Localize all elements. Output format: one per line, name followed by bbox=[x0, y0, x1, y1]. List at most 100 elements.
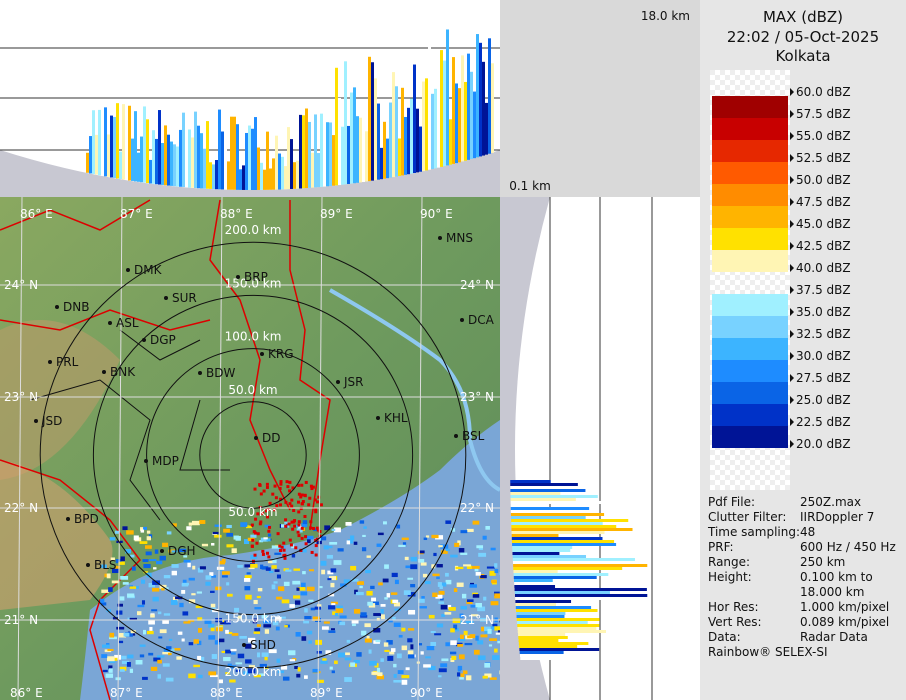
echo-cell bbox=[152, 587, 160, 592]
echo-cell bbox=[214, 524, 222, 527]
profile-column bbox=[215, 160, 218, 190]
echo-cell bbox=[392, 616, 396, 620]
echo-cell bbox=[117, 603, 123, 607]
echo-cell bbox=[235, 662, 243, 665]
echo-cell bbox=[110, 557, 115, 561]
profile-column bbox=[398, 138, 401, 176]
legend-label: 25.0 dBZ bbox=[796, 393, 851, 407]
echo-cell bbox=[301, 500, 305, 504]
echo-cell bbox=[293, 595, 301, 599]
echo-cell bbox=[330, 568, 337, 573]
echo-cell bbox=[139, 654, 145, 658]
profile-column bbox=[125, 121, 128, 180]
echo-cell bbox=[397, 670, 404, 674]
profile-column bbox=[407, 107, 410, 175]
city-dot bbox=[164, 296, 168, 300]
echo-cell bbox=[235, 669, 240, 672]
echo-cell bbox=[418, 643, 423, 646]
echo-cell bbox=[260, 537, 268, 542]
echo-cell bbox=[444, 612, 452, 615]
echo-cell bbox=[120, 575, 129, 580]
legend-arrow bbox=[790, 242, 794, 250]
echo-cell bbox=[170, 600, 178, 605]
map-labels: 86° E 86° E 87° E 87° E 88° E 88° E 89° E 89° E… bbox=[4, 207, 495, 700]
echo-cell bbox=[154, 549, 159, 554]
profile-column bbox=[212, 164, 215, 190]
profile-column bbox=[104, 107, 107, 177]
echo-cell bbox=[317, 604, 322, 608]
echo-cell bbox=[135, 585, 139, 589]
echo-cell bbox=[343, 579, 350, 584]
echo-cell bbox=[393, 673, 397, 678]
echo-cell bbox=[266, 515, 270, 519]
echo-cell bbox=[353, 608, 361, 614]
profile-column bbox=[221, 131, 224, 190]
echo-cell bbox=[255, 541, 259, 545]
lon-label: 88° E bbox=[220, 207, 253, 221]
echo-cell bbox=[248, 665, 255, 670]
echo-cell bbox=[497, 630, 500, 633]
echo-cell bbox=[393, 622, 401, 627]
echo-cell bbox=[284, 625, 288, 628]
echo-cell bbox=[279, 482, 283, 486]
echo-cell bbox=[361, 630, 367, 636]
echo-cell bbox=[216, 566, 225, 570]
profile-row bbox=[514, 591, 610, 594]
profile-column bbox=[353, 87, 356, 184]
echo-cell bbox=[264, 655, 268, 661]
echo-cell bbox=[410, 644, 414, 650]
echo-cell bbox=[473, 649, 480, 655]
profile-column bbox=[230, 116, 233, 190]
echo-cell bbox=[294, 546, 298, 550]
echo-cell bbox=[431, 564, 436, 569]
lon-label: 86° E bbox=[10, 686, 43, 700]
echo-cell bbox=[459, 677, 464, 680]
echo-cell bbox=[143, 571, 149, 574]
echo-cell bbox=[252, 618, 258, 624]
echo-cell bbox=[486, 566, 495, 569]
legend-label: 22.5 dBZ bbox=[796, 415, 851, 429]
echo-cell bbox=[393, 679, 402, 683]
echo-cell bbox=[466, 528, 474, 532]
echo-cell bbox=[303, 514, 307, 518]
echo-cell bbox=[423, 537, 428, 541]
profile-column bbox=[191, 137, 194, 188]
city-label: DCA bbox=[468, 313, 495, 327]
profile-column bbox=[122, 104, 125, 180]
echo-cell bbox=[307, 503, 311, 507]
profile-row bbox=[513, 564, 648, 567]
echo-cell bbox=[330, 582, 335, 588]
echo-cell bbox=[261, 652, 269, 657]
echo-cell bbox=[121, 660, 130, 664]
echo-cell bbox=[210, 603, 216, 608]
echo-cell bbox=[170, 648, 175, 654]
echo-cell bbox=[112, 617, 118, 621]
echo-cell bbox=[308, 496, 312, 500]
echo-cell bbox=[438, 668, 447, 673]
echo-cell bbox=[283, 581, 290, 587]
info-key: Data: bbox=[708, 630, 741, 644]
echo-cell bbox=[407, 650, 414, 656]
echo-cell bbox=[315, 537, 319, 541]
profile-column bbox=[437, 64, 440, 168]
echo-cell bbox=[302, 520, 308, 525]
echo-cell bbox=[109, 636, 117, 640]
echo-cell bbox=[157, 611, 162, 615]
echo-cell bbox=[111, 580, 120, 584]
echo-cell bbox=[122, 582, 129, 585]
echo-cell bbox=[435, 535, 444, 540]
echo-cell bbox=[472, 594, 480, 598]
echo-cell bbox=[129, 586, 137, 589]
echo-cell bbox=[462, 670, 468, 675]
echo-cell bbox=[308, 569, 315, 572]
echo-cell bbox=[458, 548, 465, 553]
profile-column bbox=[293, 162, 296, 189]
echo-cell bbox=[162, 663, 170, 667]
echo-cell bbox=[116, 626, 125, 630]
echo-cell bbox=[109, 632, 115, 638]
echo-cell bbox=[102, 644, 110, 648]
echo-cell bbox=[243, 539, 250, 545]
echo-cell bbox=[304, 615, 312, 621]
echo-cell bbox=[221, 558, 226, 563]
echo-cell bbox=[141, 579, 146, 584]
